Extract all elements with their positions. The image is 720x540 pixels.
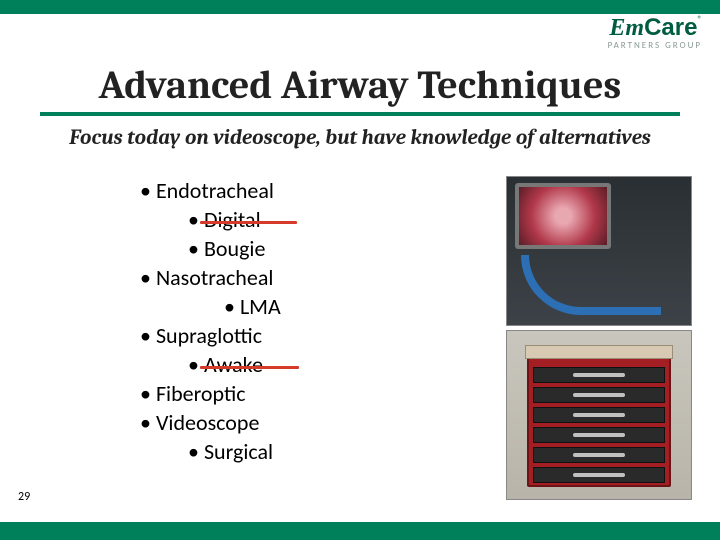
list-item-label: Awake [204, 350, 263, 379]
list-item-label: Endotracheal [156, 177, 274, 204]
list-item: LMA [140, 292, 470, 321]
cart-icon [527, 355, 671, 487]
list-item-label: Supraglottic [156, 322, 262, 349]
bottom-bar [0, 522, 720, 540]
logo-tagline: PARTNERS GROUP [608, 40, 702, 51]
list-item-label: LMA [240, 293, 281, 320]
title-underline [40, 112, 680, 116]
list-item: Awake [140, 350, 470, 379]
list-item: Bougie [140, 234, 470, 263]
top-bar [0, 0, 720, 14]
list-item: Digital [140, 205, 470, 234]
list-item: Surgical [140, 437, 470, 466]
list-item: Videoscope [140, 408, 470, 437]
list-item-label: Nasotracheal [156, 264, 273, 291]
list-item-label: Digital [204, 205, 261, 234]
page-number: 29 [18, 490, 30, 504]
list-item: Endotracheal [140, 176, 470, 205]
image-cart [506, 330, 692, 500]
list-item: Supraglottic [140, 321, 470, 350]
logo-left: Em [609, 15, 644, 42]
cable-icon [521, 255, 661, 315]
strikethrough-icon [200, 221, 297, 224]
logo-trademark: ® [697, 14, 702, 25]
page-subtitle: Focus today on videoscope, but have know… [0, 126, 720, 150]
bullet-list: EndotrachealDigitalBougieNasotrachealLMA… [140, 176, 470, 466]
list-item: Nasotracheal [140, 263, 470, 292]
logo-text: EmCare® [608, 14, 702, 42]
monitor-icon [515, 183, 611, 249]
logo: EmCare® PARTNERS GROUP [608, 14, 702, 51]
list-item-label: Videoscope [156, 409, 259, 436]
strikethrough-icon [200, 366, 299, 369]
image-videoscope [506, 176, 692, 326]
list-item-label: Fiberoptic [156, 380, 246, 407]
list-item: Fiberoptic [140, 379, 470, 408]
logo-right: Care [644, 14, 697, 42]
list-item-label: Bougie [204, 235, 265, 262]
slide: EmCare® PARTNERS GROUP Advanced Airway T… [0, 0, 720, 540]
page-title: Advanced Airway Techniques [0, 62, 720, 108]
list-item-label: Surgical [204, 438, 273, 465]
